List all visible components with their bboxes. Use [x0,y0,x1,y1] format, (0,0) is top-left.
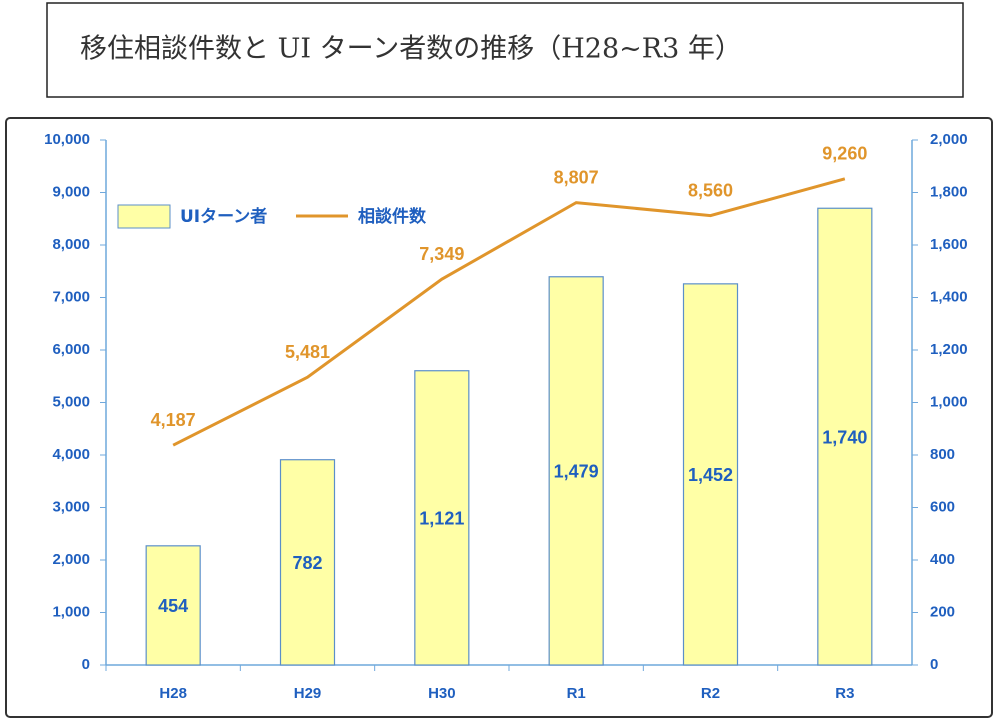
bar-value-label: 1,740 [822,427,867,447]
bar-value-label: 1,479 [554,462,599,482]
y-tick-label: 5,000 [52,393,90,410]
y-tick-label: 8,000 [52,236,90,253]
line [172,177,846,447]
bar [682,283,739,666]
y2-tick-label: 400 [930,551,955,568]
title-box [46,2,964,98]
y-tick-label: 6,000 [52,341,90,358]
x-tick-label: R2 [701,685,720,702]
line-value-label: 7,349 [419,244,464,264]
bar [145,545,201,666]
chart-frame [5,117,993,718]
line-value-label: 9,260 [822,144,867,164]
x-tick-label: H28 [159,685,187,702]
y2-tick-label: 1,000 [930,393,968,410]
y2-tick-label: 1,600 [930,236,968,253]
bar-value-label: 454 [158,596,188,616]
y-tick-label: 10,000 [44,131,90,148]
y-tick-label: 3,000 [52,498,90,515]
y-tick-label: 7,000 [52,288,90,305]
chart-title: 移住相談件数と UI ターン者数の推移（H28~R3 年） [80,34,742,65]
y-tick-label: 4,000 [52,446,90,463]
bar-value-label: 782 [292,553,322,573]
y2-tick-label: 1,400 [930,288,968,305]
y2-tick-label: 600 [930,498,955,515]
y-tick-label: 0 [82,656,90,673]
bar [548,276,604,666]
bar-value-label: 1,452 [688,465,733,485]
legend-swatch [117,204,171,229]
line-value-label: 8,560 [688,180,733,200]
y2-tick-label: 0 [930,656,938,673]
y2-tick-label: 800 [930,446,955,463]
x-tick-label: H29 [294,685,322,702]
line-value-label: 4,187 [151,410,196,430]
x-tick-label: R3 [835,685,854,702]
bar [817,207,873,666]
line-value-label: 8,807 [554,167,599,187]
x-tick-label: R1 [567,685,586,702]
y2-tick-label: 1,800 [930,183,968,200]
bar [414,370,470,666]
bar-value-label: 1,121 [419,509,464,529]
y-tick-label: 9,000 [52,183,90,200]
y-tick-label: 2,000 [52,551,90,568]
x-tick-label: H30 [428,685,456,702]
y-tick-label: 1,000 [52,603,90,620]
legend-label: UIターン者 [180,206,267,227]
line-value-label: 5,481 [285,342,330,362]
legend-label: 相談件数 [358,206,427,227]
y2-tick-label: 2,000 [930,131,968,148]
y2-tick-label: 200 [930,603,955,620]
bar [279,459,336,666]
y2-tick-label: 1,200 [930,341,968,358]
